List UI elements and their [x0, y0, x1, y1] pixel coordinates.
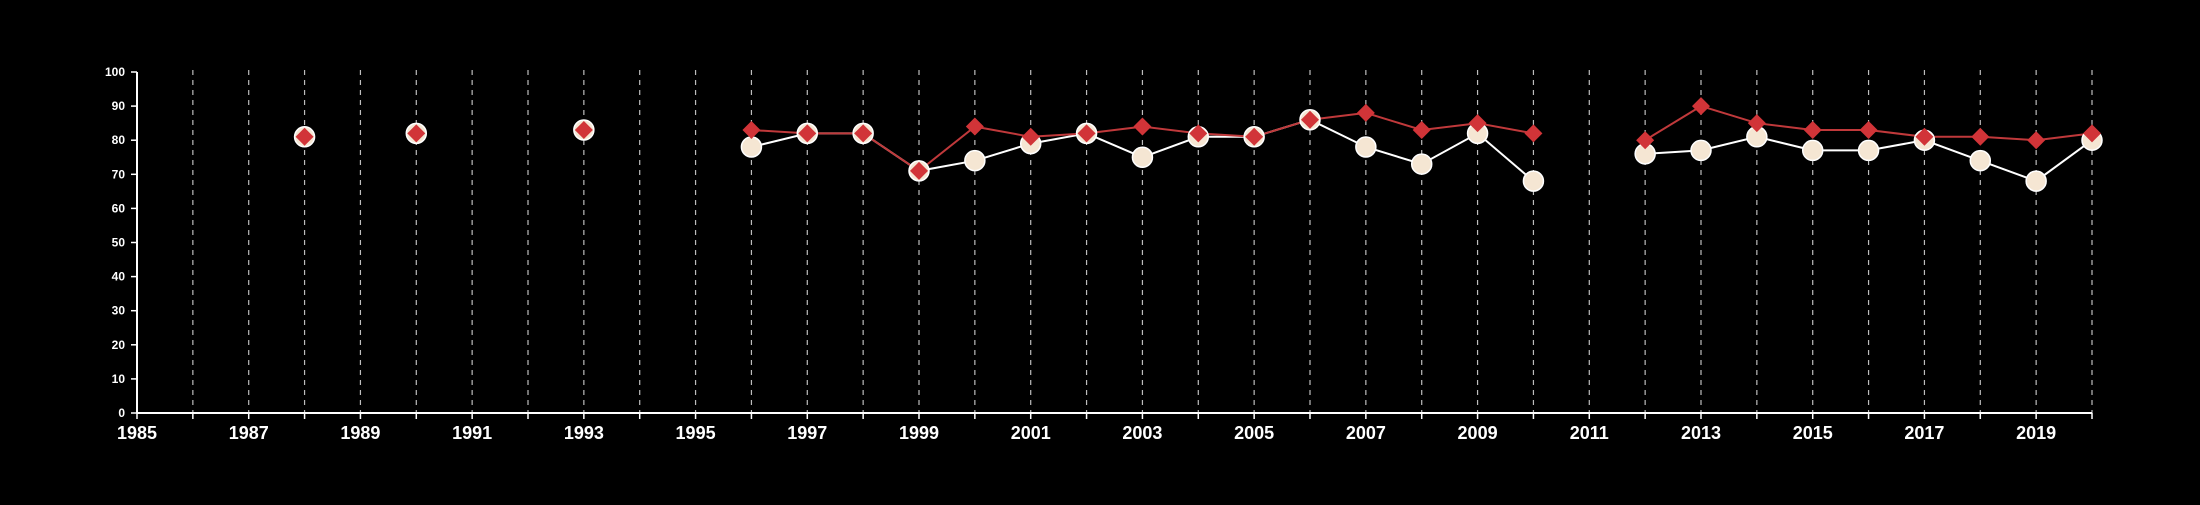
- y-tick-label: 30: [112, 304, 126, 318]
- y-tick-label: 20: [112, 338, 126, 352]
- grid-layer: [192, 70, 2093, 413]
- axes: 0 10 20 30 40 50 60 70 80 90 100 1985 1987 1989 1991 19…: [105, 65, 2093, 443]
- y-tick-label: 50: [112, 236, 126, 250]
- y-tick-label: 70: [112, 167, 126, 181]
- y-tick-label: 80: [112, 133, 126, 147]
- point-diamond-2009: [1468, 114, 1487, 133]
- x-tick-label: 1985: [117, 423, 157, 443]
- x-tick-label: 2005: [1234, 423, 1274, 443]
- point-diamond-2010: [1524, 124, 1543, 143]
- point-diamond-2019: [2027, 131, 2046, 150]
- x-tick-label: 2015: [1793, 423, 1833, 443]
- point-diamond-2012: [1636, 131, 1655, 150]
- point-circle-2008: [1410, 153, 1433, 175]
- point-diamond-2000: [965, 117, 984, 136]
- point-circle-2010: [1522, 170, 1545, 192]
- x-tick-label: 1997: [787, 423, 827, 443]
- point-diamond-1988: [295, 127, 314, 146]
- x-tick-label: 2019: [2016, 423, 2056, 443]
- y-tick-label: 10: [112, 372, 126, 386]
- x-tick-label: 1987: [229, 423, 269, 443]
- point-circle-2003: [1131, 146, 1154, 168]
- point-diamond-2006: [1301, 110, 1319, 129]
- point-circle-2007: [1355, 136, 1377, 158]
- series-layer: [293, 97, 2103, 192]
- point-diamond-2014: [1747, 114, 1766, 133]
- y-tick-label: 100: [105, 65, 125, 79]
- point-diamond-1996: [742, 120, 761, 139]
- point-diamond-2007: [1356, 103, 1375, 122]
- x-tick-label: 1989: [340, 423, 380, 443]
- point-diamond-1993: [574, 120, 593, 139]
- x-tick-label: 1995: [676, 423, 716, 443]
- point-circle-2013: [1690, 139, 1712, 162]
- x-tick-label: 2013: [1681, 423, 1721, 443]
- x-tick-label: 1999: [899, 423, 939, 443]
- x-tick-label: 2009: [1458, 423, 1498, 443]
- x-tick-label: 2011: [1570, 423, 1609, 443]
- x-tick-label: 1991: [452, 423, 492, 443]
- point-diamond-2005: [1245, 127, 1264, 146]
- y-tick-label: 40: [112, 270, 126, 284]
- point-diamond-2017: [1915, 127, 1934, 146]
- x-tick-label: 2007: [1346, 423, 1386, 443]
- point-diamond-1998: [854, 124, 873, 143]
- point-diamond-2003: [1133, 117, 1152, 136]
- x-tick-label: 2001: [1011, 423, 1051, 443]
- point-diamond-1997: [798, 124, 817, 143]
- x-tick-label: 1993: [564, 423, 604, 443]
- point-diamond-2008: [1412, 120, 1431, 139]
- point-diamond-2015: [1803, 120, 1822, 139]
- series-diamond-markers: [295, 97, 2101, 180]
- point-diamond-1990: [407, 124, 426, 143]
- y-tick-label: 0: [118, 406, 125, 420]
- point-circle-2000: [964, 149, 986, 172]
- point-diamond-2018: [1971, 127, 1990, 146]
- x-tick-label: 2017: [1904, 423, 1944, 443]
- point-diamond-2001: [1021, 127, 1040, 146]
- y-tick-label: 90: [112, 99, 126, 113]
- y-tick-label: 60: [112, 201, 126, 215]
- x-tick-label: 2003: [1122, 423, 1162, 443]
- point-circle-2016: [1857, 139, 1880, 162]
- point-circle-1996: [740, 136, 763, 158]
- point-circle-2018: [1969, 149, 1992, 172]
- point-diamond-2020: [2083, 124, 2101, 143]
- point-diamond-2016: [1859, 120, 1878, 139]
- point-circle-2019: [2025, 170, 2047, 192]
- point-circle-2015: [1801, 139, 1824, 162]
- point-diamond-2002: [1077, 124, 1096, 143]
- point-diamond-2004: [1189, 124, 1208, 143]
- point-diamond-1999: [910, 161, 928, 180]
- point-diamond-2013: [1692, 97, 1710, 116]
